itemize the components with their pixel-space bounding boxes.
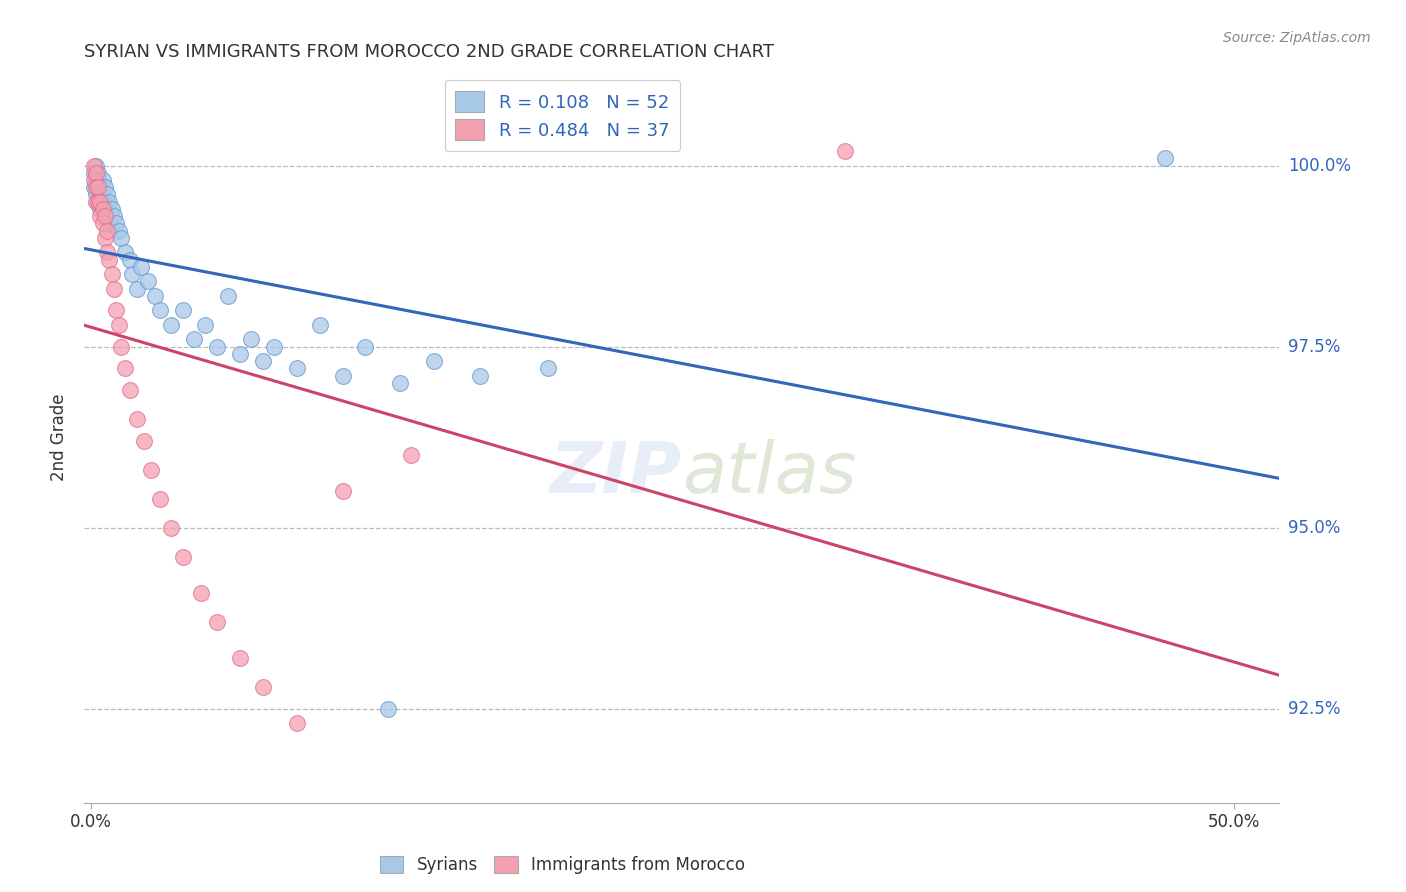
Point — [89, 180, 111, 194]
Point — [98, 216, 121, 230]
Point — [83, 166, 105, 180]
Y-axis label: 2nd Grade: 2nd Grade — [51, 393, 69, 481]
Point — [332, 368, 354, 383]
Point — [98, 194, 121, 209]
Point — [194, 318, 217, 332]
Point — [96, 187, 118, 202]
Legend: Syrians, Immigrants from Morocco: Syrians, Immigrants from Morocco — [371, 847, 754, 882]
Text: 97.5%: 97.5% — [1288, 337, 1340, 356]
Point — [149, 303, 172, 318]
Text: 92.5%: 92.5% — [1288, 699, 1340, 718]
Point — [101, 202, 124, 216]
Point — [139, 463, 162, 477]
Point — [91, 202, 114, 216]
Point — [91, 173, 114, 187]
Point — [101, 267, 124, 281]
Point — [132, 434, 155, 448]
Text: atlas: atlas — [682, 439, 856, 508]
Point — [1154, 151, 1177, 165]
Point — [138, 274, 160, 288]
Point — [285, 361, 308, 376]
Point — [84, 173, 107, 187]
Point — [84, 166, 107, 180]
Point — [89, 187, 111, 202]
Point — [103, 209, 125, 223]
Point — [110, 340, 132, 354]
Point — [377, 701, 399, 715]
Point — [91, 216, 114, 230]
Point — [84, 187, 107, 202]
Point — [98, 252, 121, 267]
Point — [125, 412, 148, 426]
Point — [217, 289, 239, 303]
Point — [83, 173, 105, 187]
Point — [84, 194, 107, 209]
Point — [96, 209, 118, 223]
Point — [285, 716, 308, 731]
Point — [114, 245, 136, 260]
Point — [89, 202, 111, 216]
Point — [96, 245, 118, 260]
Point — [114, 361, 136, 376]
Point — [103, 282, 125, 296]
Text: ZIP: ZIP — [550, 439, 682, 508]
Text: 100.0%: 100.0% — [1288, 156, 1351, 175]
Point — [91, 194, 114, 209]
Point — [172, 549, 194, 564]
Point — [160, 318, 183, 332]
Point — [105, 303, 128, 318]
Point — [229, 651, 252, 665]
Point — [94, 180, 117, 194]
Point — [190, 586, 212, 600]
Text: SYRIAN VS IMMIGRANTS FROM MOROCCO 2ND GRADE CORRELATION CHART: SYRIAN VS IMMIGRANTS FROM MOROCCO 2ND GR… — [84, 44, 775, 62]
Point — [131, 260, 153, 274]
Point — [89, 209, 111, 223]
Point — [121, 267, 143, 281]
Point — [252, 680, 274, 694]
Point — [423, 354, 446, 368]
Text: 95.0%: 95.0% — [1288, 518, 1340, 537]
Point — [252, 354, 274, 368]
Point — [87, 194, 110, 209]
Point — [94, 202, 117, 216]
Point — [83, 180, 105, 194]
Point — [87, 180, 110, 194]
Point — [87, 166, 110, 180]
Point — [205, 615, 228, 629]
Point — [83, 159, 105, 173]
Point — [120, 383, 142, 397]
Point — [468, 368, 491, 383]
Point — [120, 252, 142, 267]
Point — [84, 159, 107, 173]
Point — [834, 144, 856, 158]
Point — [143, 289, 166, 303]
Point — [125, 282, 148, 296]
Point — [96, 224, 118, 238]
Point — [160, 520, 183, 534]
Point — [87, 173, 110, 187]
Point — [172, 303, 194, 318]
Point — [89, 194, 111, 209]
Point — [399, 448, 422, 462]
Point — [183, 332, 205, 346]
Point — [332, 484, 354, 499]
Point — [94, 231, 117, 245]
Point — [107, 318, 129, 332]
Point — [240, 332, 263, 346]
Point — [105, 216, 128, 230]
Point — [84, 180, 107, 194]
Point — [263, 340, 285, 354]
Point — [205, 340, 228, 354]
Point — [388, 376, 411, 390]
Point — [94, 209, 117, 223]
Point — [308, 318, 330, 332]
Point — [87, 194, 110, 209]
Point — [149, 491, 172, 506]
Point — [110, 231, 132, 245]
Point — [354, 340, 377, 354]
Point — [107, 224, 129, 238]
Point — [229, 347, 252, 361]
Point — [537, 361, 560, 376]
Text: Source: ZipAtlas.com: Source: ZipAtlas.com — [1223, 31, 1371, 45]
